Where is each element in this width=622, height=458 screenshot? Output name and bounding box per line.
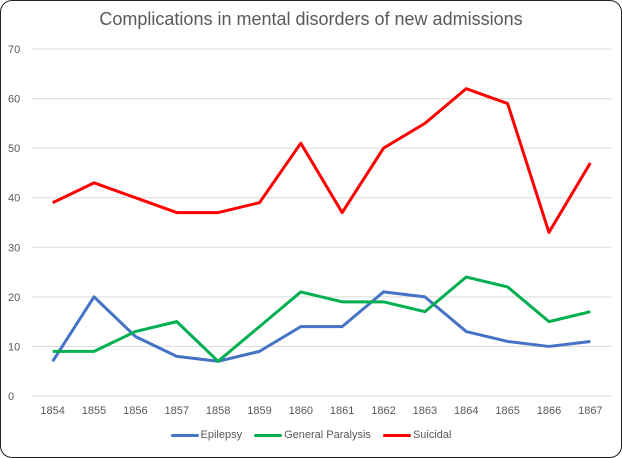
series-line-general-paralysis (52, 275, 591, 363)
x-tick-label: 1865 (495, 405, 519, 417)
legend-swatch (170, 433, 199, 437)
x-tick-label: 1866 (537, 405, 561, 417)
legend-swatch (382, 433, 411, 437)
x-tick-label: 1864 (454, 405, 478, 417)
x-tick-label: 1861 (330, 405, 354, 417)
y-tick-label: 60 (8, 94, 20, 106)
y-axis-ticks: 0 10 20 30 40 50 60 70 (8, 44, 20, 403)
y-tick-label: 50 (8, 143, 20, 155)
chart-title: Complications in mental disorders of new… (99, 9, 523, 29)
x-tick-label: 1854 (40, 405, 64, 417)
legend: Epilepsy General Paralysis Suicidal (0, 429, 622, 441)
x-tick-label: 1867 (578, 405, 602, 417)
y-tick-label: 10 (8, 341, 20, 353)
legend-label: Suicidal (412, 429, 452, 441)
x-tick-label: 1859 (247, 405, 271, 417)
x-tick-label: 1860 (289, 405, 313, 417)
y-tick-label: 20 (8, 292, 20, 304)
series-lines (51, 87, 592, 363)
x-tick-label: 1858 (206, 405, 230, 417)
legend-item: Epilepsy (170, 429, 243, 441)
y-tick-label: 30 (8, 242, 20, 254)
legend-swatch (254, 433, 283, 437)
legend-label: Epilepsy (200, 429, 243, 441)
x-tick-label: 1856 (123, 405, 147, 417)
legend-label: General Paralysis (284, 429, 371, 441)
x-tick-label: 1862 (371, 405, 395, 417)
x-tick-label: 1857 (165, 405, 189, 417)
x-tick-label: 1855 (82, 405, 106, 417)
y-tick-label: 0 (8, 391, 14, 403)
y-tick-label: 70 (8, 44, 20, 56)
x-axis-ticks: 1854 1855 1856 1857 1858 1859 1860 1861 1862 1863… (40, 405, 602, 417)
series-line-suicidal (52, 87, 592, 234)
y-tick-label: 40 (8, 193, 20, 205)
legend-item: Suicidal (382, 429, 452, 441)
legend-item: General Paralysis (254, 429, 371, 441)
x-tick-label: 1863 (413, 405, 437, 417)
series-line-epilepsy (51, 290, 591, 363)
